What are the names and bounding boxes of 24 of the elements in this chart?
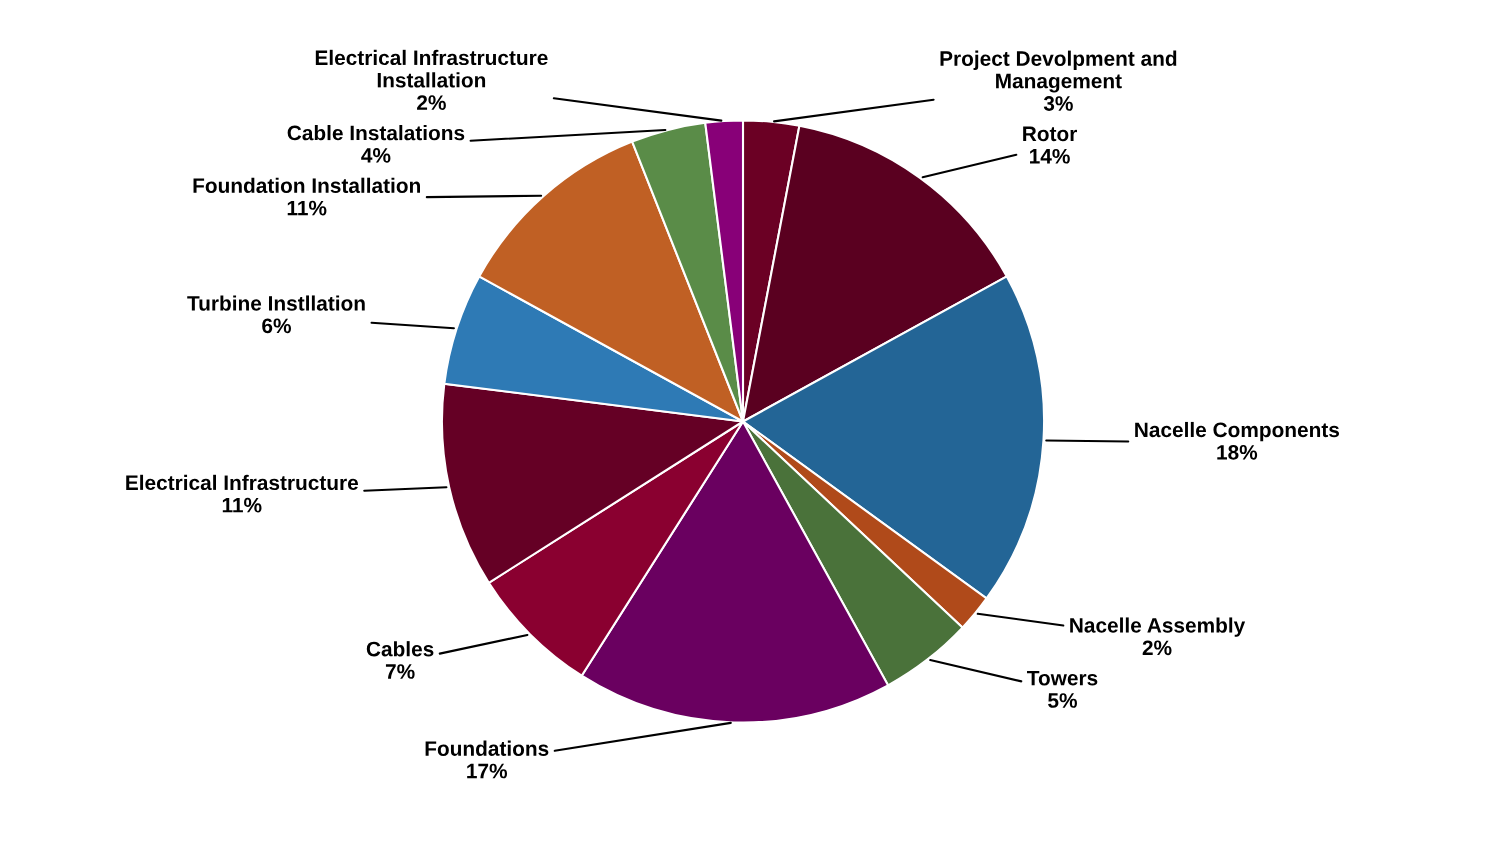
- data-label: 18%: [1217, 444, 1258, 460]
- data-label: 6%: [262, 318, 291, 334]
- slice-label: Nacelle Assembly: [1070, 617, 1246, 637]
- slice-label: Foundation Installation: [193, 177, 420, 193]
- slice-label: Cables: [366, 641, 434, 657]
- data-label: 4%: [361, 148, 391, 163]
- data-label: 11%: [222, 497, 262, 513]
- data-label: 2%: [417, 95, 446, 110]
- slice-label: Rotor: [1023, 126, 1077, 142]
- data-label: 3%: [1043, 96, 1073, 111]
- slice-label: Towers: [1027, 670, 1098, 686]
- data-label: 7%: [385, 664, 415, 679]
- data-label: 17%: [467, 763, 508, 779]
- data-label: 11%: [287, 200, 327, 216]
- slice-label: Foundations: [425, 740, 549, 756]
- slice-label: Nacelle Components: [1135, 421, 1340, 442]
- slice-label: Project Devolpment and Management: [940, 50, 1177, 93]
- slice-label: Cable Instalations: [287, 125, 465, 141]
- slice-label: Turbine Instllation: [187, 295, 365, 311]
- data-label: 14%: [1030, 148, 1070, 164]
- slice-label: Electrical Infrastructure Installation: [315, 49, 548, 88]
- data-label: 2%: [1142, 640, 1172, 656]
- slice-label: Electrical Infrastructure: [126, 474, 359, 491]
- data-label: 5%: [1048, 693, 1077, 708]
